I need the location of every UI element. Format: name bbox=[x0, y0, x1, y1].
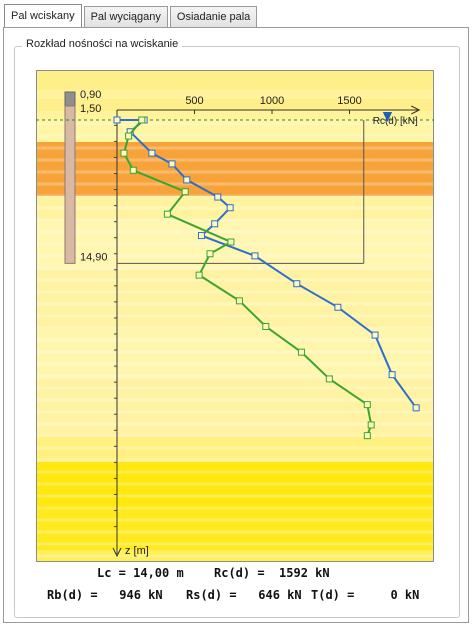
tab-pal-wciskany[interactable]: Pal wciskany bbox=[4, 4, 82, 27]
rs-value: Rs(d) = 646 kN bbox=[186, 588, 302, 602]
capacity-chart: 0,90 1,50 14,90 500 1000 1500 Rc(d) [kN] z [m] bbox=[36, 70, 434, 562]
x-tick-label: 1500 bbox=[337, 95, 361, 107]
soil-layer-band bbox=[36, 99, 434, 111]
tab-strip: Pal wciskany Pal wyciągany Osiadanie pal… bbox=[4, 4, 259, 28]
series-point bbox=[262, 323, 270, 331]
series-line-0 bbox=[117, 119, 417, 409]
series-point bbox=[125, 132, 133, 140]
series-point bbox=[163, 210, 171, 218]
series-point bbox=[181, 188, 189, 196]
series-point bbox=[367, 421, 375, 429]
pile-label-top: 0,90 bbox=[80, 89, 101, 101]
series-point bbox=[138, 116, 146, 124]
series-point bbox=[363, 432, 371, 440]
pile-label-bottom: 14,90 bbox=[80, 251, 108, 263]
series-point bbox=[412, 404, 420, 412]
soil-layer-band bbox=[36, 330, 434, 380]
rc-marker-triangle bbox=[382, 112, 393, 122]
soil-layer-band bbox=[36, 220, 434, 270]
series-point bbox=[235, 297, 243, 305]
series-point bbox=[227, 238, 235, 246]
soil-layer-band bbox=[36, 142, 434, 196]
x-axis-label: Rc(d) [kN] bbox=[373, 116, 418, 127]
t-value: T(d) = 0 kN bbox=[311, 588, 420, 602]
z-axis-arrow bbox=[112, 547, 122, 558]
series-point bbox=[251, 252, 259, 260]
pile-shaft bbox=[64, 105, 76, 264]
soil-layer-band bbox=[36, 436, 434, 462]
z-axis-label: z [m] bbox=[125, 545, 149, 557]
series-point bbox=[297, 348, 305, 356]
rc-value: Rc(d) = 1592 kN bbox=[214, 566, 330, 580]
series-point bbox=[206, 250, 214, 258]
x-tick-label: 1000 bbox=[260, 95, 284, 107]
soil-layer-band bbox=[36, 510, 434, 550]
series-point bbox=[293, 280, 301, 288]
group-box bbox=[14, 46, 460, 618]
rb-value: Rb(d) = 946 kN bbox=[47, 588, 163, 602]
series-point bbox=[334, 303, 342, 311]
x-axis-arrow bbox=[411, 105, 421, 115]
series-point bbox=[113, 116, 121, 124]
series-point bbox=[197, 232, 205, 240]
soil-layer-band bbox=[36, 196, 434, 220]
series-point bbox=[195, 271, 203, 279]
series-point bbox=[120, 149, 128, 157]
pile-head bbox=[64, 91, 76, 107]
lc-value: Lc = 14,00 m bbox=[97, 566, 184, 580]
soil-layer-band bbox=[36, 90, 434, 99]
series-point bbox=[363, 401, 371, 409]
series-line-1 bbox=[122, 119, 373, 436]
chart-frame bbox=[36, 70, 434, 562]
soil-layer-band bbox=[36, 70, 434, 90]
series-point bbox=[371, 331, 379, 339]
tab-pal-wyciagany[interactable]: Pal wyciągany bbox=[83, 6, 168, 27]
series-point bbox=[183, 176, 191, 184]
soil-layer-band bbox=[36, 111, 434, 119]
series-point bbox=[211, 220, 219, 228]
soil-layer-band bbox=[36, 270, 434, 330]
series-point bbox=[325, 375, 333, 383]
soil-layer-band bbox=[36, 550, 434, 562]
soil-layer-band bbox=[36, 462, 434, 510]
x-tick-label: 500 bbox=[185, 95, 203, 107]
series-point bbox=[129, 166, 137, 174]
tab-osiadanie-pala[interactable]: Osiadanie pala bbox=[169, 6, 258, 27]
group-title: Rozkład nośności na wciskanie bbox=[22, 38, 183, 50]
series-point bbox=[168, 160, 176, 168]
series-point bbox=[226, 204, 234, 212]
series-point bbox=[214, 193, 222, 201]
pile-label-working: 1,50 bbox=[80, 103, 101, 115]
series-point bbox=[148, 149, 156, 157]
series-point bbox=[388, 371, 396, 379]
